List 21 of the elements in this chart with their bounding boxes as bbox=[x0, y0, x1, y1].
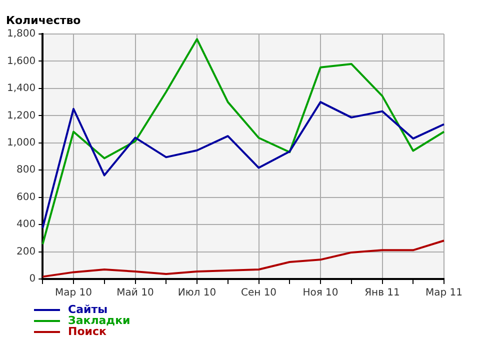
y-tick-label: 1,200 bbox=[6, 110, 36, 122]
y-tick-label: 400 bbox=[16, 219, 36, 230]
y-tick-label: 1,400 bbox=[6, 83, 36, 94]
x-tick-label: Сен 10 bbox=[240, 288, 277, 299]
y-tick-label: 0 bbox=[29, 274, 36, 285]
x-tick-label: Мар 11 bbox=[425, 288, 463, 299]
x-tick-label: Июл 10 bbox=[178, 288, 216, 299]
y-tick-label: 1,600 bbox=[6, 56, 36, 67]
y-axis-title: Количество bbox=[6, 14, 81, 27]
y-tick-label: 200 bbox=[16, 246, 36, 258]
x-tick-label: Май 10 bbox=[116, 288, 154, 299]
legend-label: Сайты bbox=[68, 303, 108, 316]
y-tick-label: 1,800 bbox=[6, 28, 36, 40]
legend-label: Закладки bbox=[68, 314, 130, 327]
x-tick-label: Янв 11 bbox=[364, 288, 400, 299]
y-tick-label: 800 bbox=[16, 164, 36, 176]
y-tick-label: 600 bbox=[16, 192, 36, 203]
y-tick-label: 1,000 bbox=[6, 137, 36, 148]
x-tick-label: Мар 10 bbox=[54, 288, 92, 299]
x-tick-label: Ноя 10 bbox=[302, 288, 338, 299]
legend-label: Поиск bbox=[68, 325, 106, 338]
